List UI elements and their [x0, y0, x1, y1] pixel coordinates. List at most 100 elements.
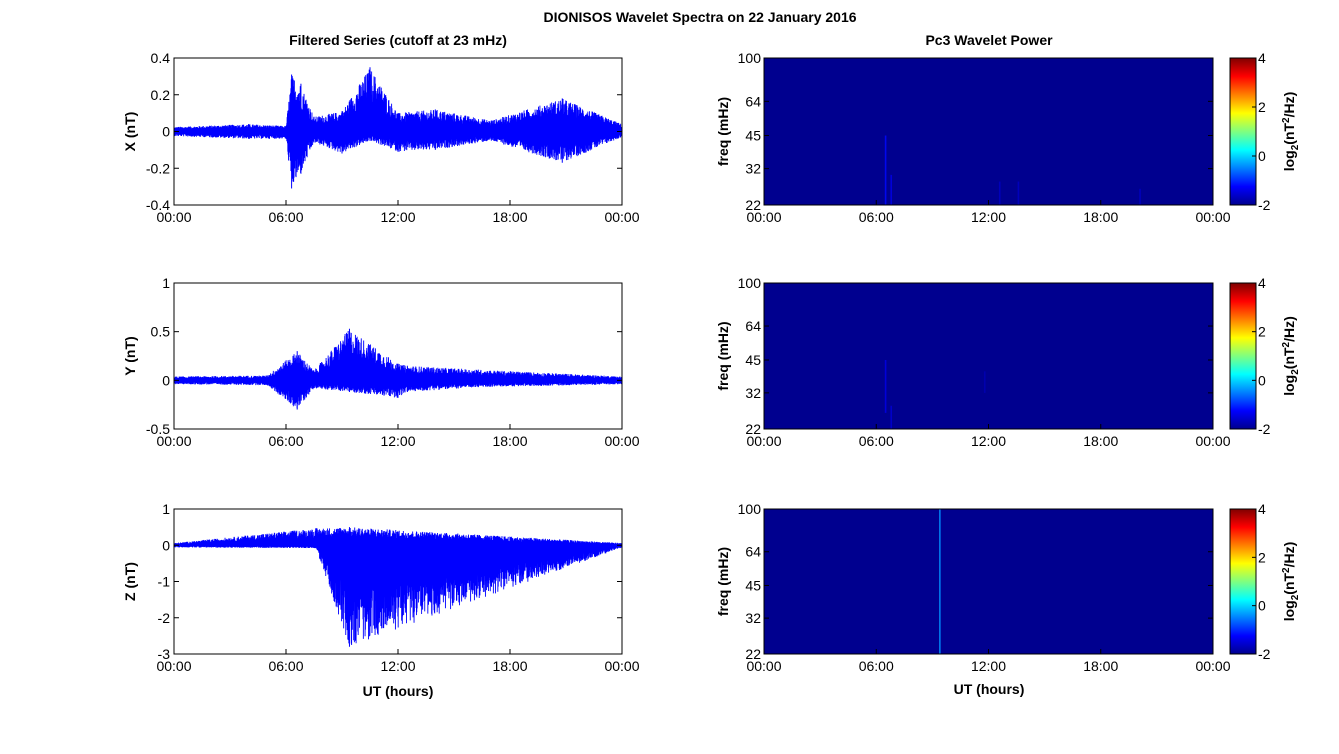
spectrogram-background	[764, 58, 1213, 205]
ytick-label: 32	[745, 610, 761, 626]
right-x-axis-label: UT (hours)	[954, 681, 1025, 697]
colorbar-label: log2(nT2/Hz)	[1281, 542, 1301, 622]
power-feature	[884, 135, 887, 205]
timeseries-xtick-label: 12:00	[380, 433, 415, 449]
colorbar-tick-label: 2	[1258, 324, 1266, 340]
ytick-label: -0.5	[146, 421, 170, 437]
y-axis-label: freq (mHz)	[715, 547, 731, 616]
ytick-label: 22	[745, 421, 761, 437]
figure-title: DIONISOS Wavelet Spectra on 22 January 2…	[543, 9, 856, 25]
colorbar-tick-label: 2	[1258, 99, 1266, 115]
colorbar	[1230, 58, 1256, 205]
ytick-label: 32	[745, 161, 761, 177]
timeseries-xtick-label: 18:00	[492, 433, 527, 449]
colorbar-frame	[1229, 282, 1257, 430]
spectrogram-xtick-label: 06:00	[859, 209, 894, 225]
timeseries-xtick-label: 18:00	[492, 209, 527, 225]
ytick-label: 45	[745, 128, 761, 144]
timeseries-panel: 0.40.20-0.2-0.400:00 06:00 12:00 18:00 00:00…	[122, 50, 640, 225]
ytick-label: 1	[162, 501, 170, 517]
colorbar-tick-label: 0	[1258, 372, 1266, 388]
right-column-title: Pc3 Wavelet Power	[925, 32, 1053, 48]
colorbar-tick-label: 4	[1258, 501, 1266, 517]
spectrogram-xtick-label: 18:00	[1083, 658, 1118, 674]
spectrogram-background	[764, 283, 1213, 429]
spectrogram-background	[764, 509, 1213, 654]
colorbar	[1230, 509, 1256, 654]
colorbar-tick-label: 0	[1258, 598, 1266, 614]
spectrogram-xtick-label: 18:00	[1083, 433, 1118, 449]
spectrogram-xtick-label: 12:00	[971, 658, 1006, 674]
spectrogram-xtick-label: 00:00	[746, 209, 781, 225]
ytick-label: -2	[158, 610, 171, 626]
spectrogram-xtick-label: 06:00	[859, 433, 894, 449]
timeseries-xtick-label: 00:00	[604, 209, 639, 225]
spectrogram-xtick-label: 00:00	[1195, 433, 1230, 449]
spectrogram-xtick-label: 12:00	[971, 433, 1006, 449]
ytick-label: 45	[745, 352, 761, 368]
ytick-label: 0.5	[151, 324, 171, 340]
ytick-label: -0.2	[146, 160, 170, 176]
colorbar-tick-label: 4	[1258, 50, 1266, 66]
spectrogram-xtick-label: 00:00	[1195, 209, 1230, 225]
ytick-label: 64	[745, 93, 761, 109]
timeseries-xtick-label: 00:00	[156, 658, 191, 674]
colorbar-tick-label: -2	[1258, 421, 1271, 437]
timeseries-xtick-label: 06:00	[268, 209, 303, 225]
ytick-label: 45	[745, 577, 761, 593]
spectrogram-xtick-label: 00:00	[746, 658, 781, 674]
spectrogram-xtick-label: 00:00	[1195, 658, 1230, 674]
timeseries-xtick-label: 12:00	[380, 658, 415, 674]
colorbar-tick-label: 4	[1258, 275, 1266, 291]
ytick-label: -3	[158, 646, 171, 662]
ytick-label: 64	[745, 544, 761, 560]
colorbar	[1230, 283, 1256, 429]
colorbar-label: log2(nT2/Hz)	[1281, 316, 1301, 396]
y-axis-label: Z (nT)	[122, 562, 138, 601]
power-feature	[939, 509, 941, 654]
colorbar-label: log2(nT2/Hz)	[1281, 92, 1301, 172]
colorbar-tick-label: -2	[1258, 197, 1271, 213]
ytick-label: 22	[745, 197, 761, 213]
ytick-label: 100	[738, 275, 762, 291]
colorbar-frame	[1229, 508, 1257, 655]
ytick-label: 64	[745, 318, 761, 334]
spectrogram-xtick-label: 18:00	[1083, 209, 1118, 225]
y-axis-label: Y (nT)	[122, 336, 138, 375]
colorbar-frame	[1229, 57, 1257, 206]
y-axis-label: freq (mHz)	[715, 97, 731, 166]
y-axis-label: freq (mHz)	[715, 321, 731, 390]
colorbar-tick-label: 0	[1258, 148, 1266, 164]
timeseries-xtick-label: 00:00	[604, 658, 639, 674]
left-x-axis-label: UT (hours)	[363, 683, 434, 699]
spectrogram-xtick-label: 12:00	[971, 209, 1006, 225]
timeseries-panel: 10.50-0.500:00 06:00 12:00 18:00 00:00Y (nT)	[122, 275, 640, 449]
colorbar-tick-label: -2	[1258, 646, 1271, 662]
ytick-label: 22	[745, 646, 761, 662]
ytick-label: 0	[162, 537, 170, 553]
timeseries-xtick-label: 06:00	[268, 658, 303, 674]
y-axis-label: X (nT)	[122, 112, 138, 152]
timeseries-xtick-label: 18:00	[492, 658, 527, 674]
plot-area	[174, 283, 622, 429]
ytick-label: 32	[745, 385, 761, 401]
ytick-label: 100	[738, 50, 762, 66]
timeseries-xtick-label: 00:00	[156, 209, 191, 225]
ytick-label: 0	[162, 124, 170, 140]
ytick-label: -1	[158, 574, 171, 590]
timeseries-xtick-label: 12:00	[380, 209, 415, 225]
power-feature	[890, 405, 893, 429]
power-feature	[884, 359, 887, 413]
timeseries-xtick-label: 06:00	[268, 433, 303, 449]
ytick-label: -0.4	[146, 197, 170, 213]
timeseries-xtick-label: 00:00	[604, 433, 639, 449]
timeseries-xtick-label: 00:00	[156, 433, 191, 449]
ytick-label: 0	[162, 372, 170, 388]
power-feature	[1017, 181, 1020, 205]
spectrogram-xtick-label: 00:00	[746, 433, 781, 449]
ytick-label: 0.2	[151, 87, 171, 103]
